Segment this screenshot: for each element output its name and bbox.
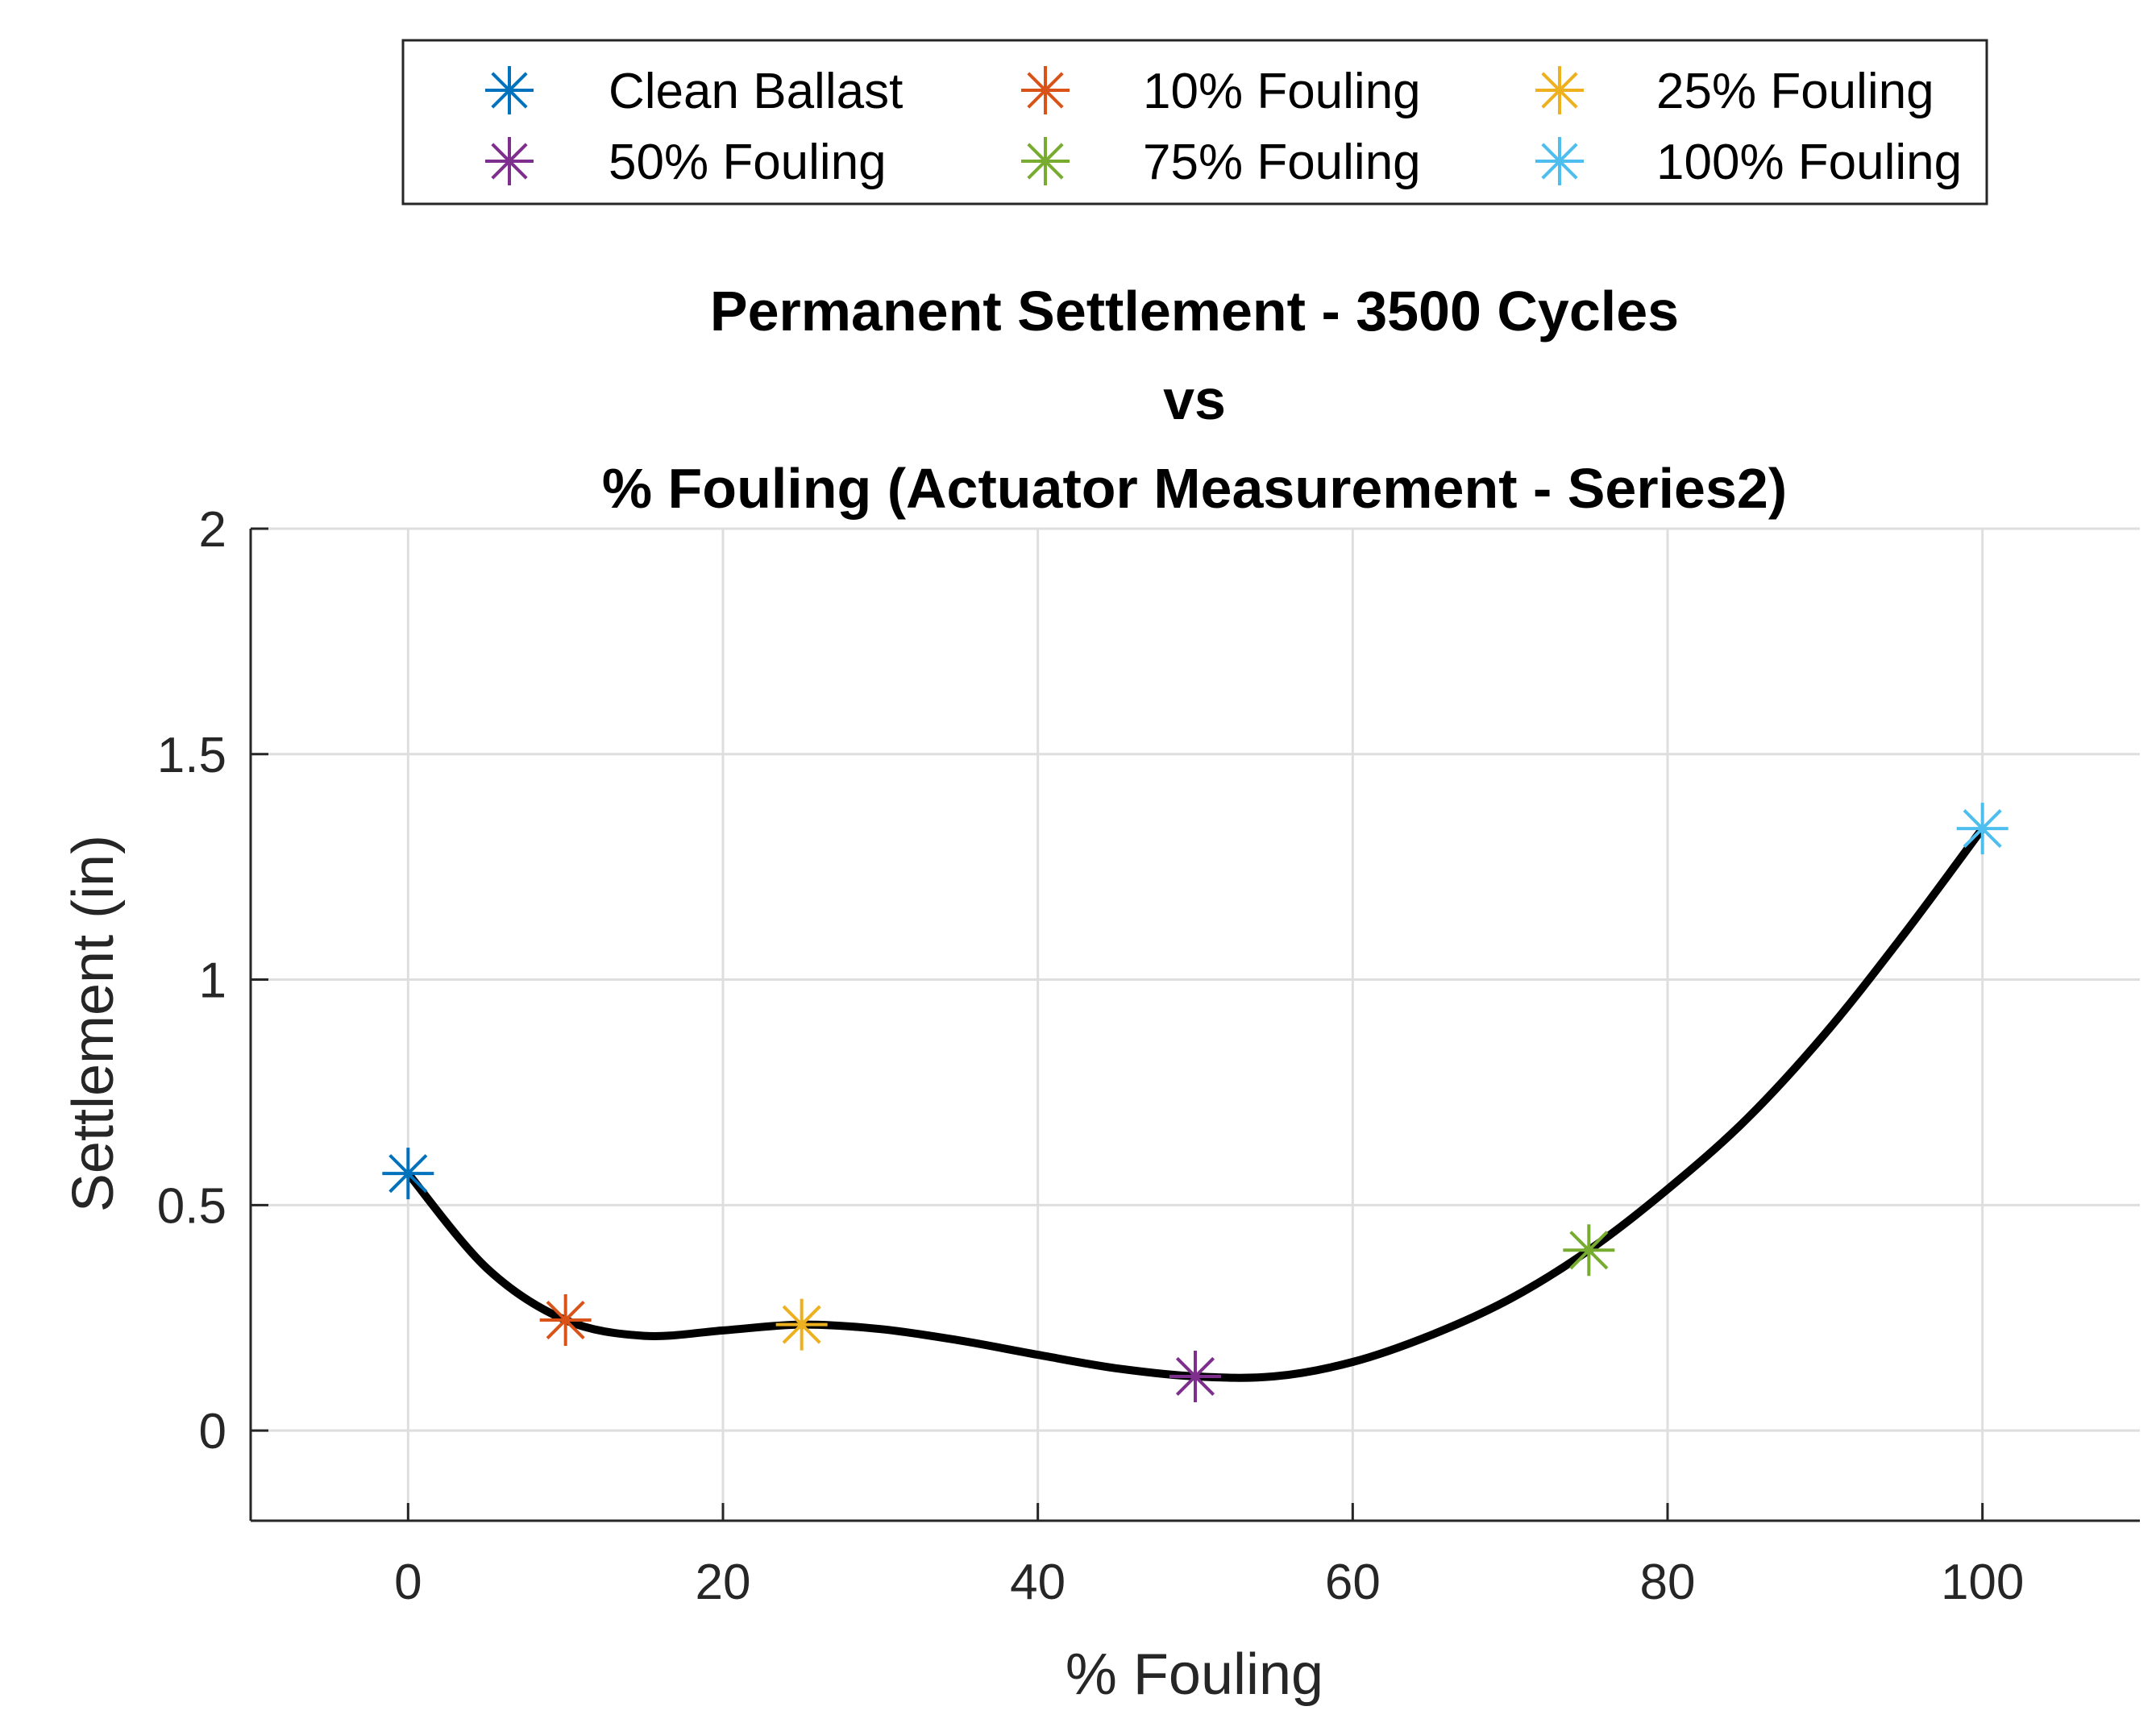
legend-label-1: Clean Ballast [609, 64, 903, 119]
legend-marker-4 [485, 137, 534, 185]
y-ticks: 0 0.5 1 1.5 2 [157, 502, 268, 1459]
x-tick-label: 40 [1010, 1555, 1066, 1610]
grid [251, 527, 2140, 1521]
data-point-1 [382, 1148, 434, 1200]
x-tick-label: 0 [394, 1555, 422, 1610]
x-ticks: 0 20 40 60 80 100 [394, 1503, 2024, 1610]
y-tick-label: 1 [199, 953, 226, 1009]
data-point-4 [1169, 1350, 1221, 1402]
y-tick-label: 0 [199, 1404, 226, 1459]
chart-title-line-1: Permanent Settlement - 3500 Cycles [710, 280, 1679, 343]
x-tick-label: 60 [1325, 1555, 1381, 1610]
data-points [382, 803, 2009, 1402]
data-point-5 [1563, 1224, 1615, 1277]
x-axis-label: % Fouling [1066, 1642, 1323, 1707]
legend-marker-5 [1021, 137, 1070, 185]
legend-items: Clean Ballast 10% Fouling 25% Fouling 50% F… [485, 64, 1962, 190]
data-point-6 [1956, 803, 2009, 855]
y-tick-label: 2 [199, 502, 226, 558]
legend-box [401, 39, 1988, 206]
x-tick-label: 80 [1640, 1555, 1696, 1610]
chart-title-line-3: % Fouling (Actuator Measurement - Series… [602, 457, 1787, 520]
y-tick-label: 1.5 [157, 728, 226, 783]
legend-marker-6 [1535, 137, 1584, 185]
y-axis-label: Settlement (in) [61, 835, 126, 1212]
chart-title: Permanent Settlement - 3500 Cycles vs % … [602, 280, 1787, 520]
legend-label-2: 10% Fouling [1143, 64, 1421, 119]
data-point-2 [539, 1294, 592, 1347]
x-tick-label: 20 [696, 1555, 751, 1610]
legend-label-4: 50% Fouling [609, 135, 887, 190]
fit-curve [404, 824, 1987, 1382]
legend-label-3: 25% Fouling [1656, 64, 1934, 119]
data-point-3 [775, 1298, 828, 1351]
legend: Clean Ballast 10% Fouling 25% Fouling 50% F… [401, 39, 1988, 206]
axes [249, 529, 2140, 1522]
legend-label-5: 75% Fouling [1143, 135, 1421, 190]
chart-title-line-2: vs [1163, 368, 1226, 431]
legend-label-6: 100% Fouling [1656, 135, 1962, 190]
y-tick-label: 0.5 [157, 1178, 226, 1234]
legend-marker-2 [1021, 66, 1070, 114]
x-tick-label: 100 [1941, 1555, 2024, 1610]
legend-marker-1 [485, 66, 534, 114]
legend-marker-3 [1535, 66, 1584, 114]
